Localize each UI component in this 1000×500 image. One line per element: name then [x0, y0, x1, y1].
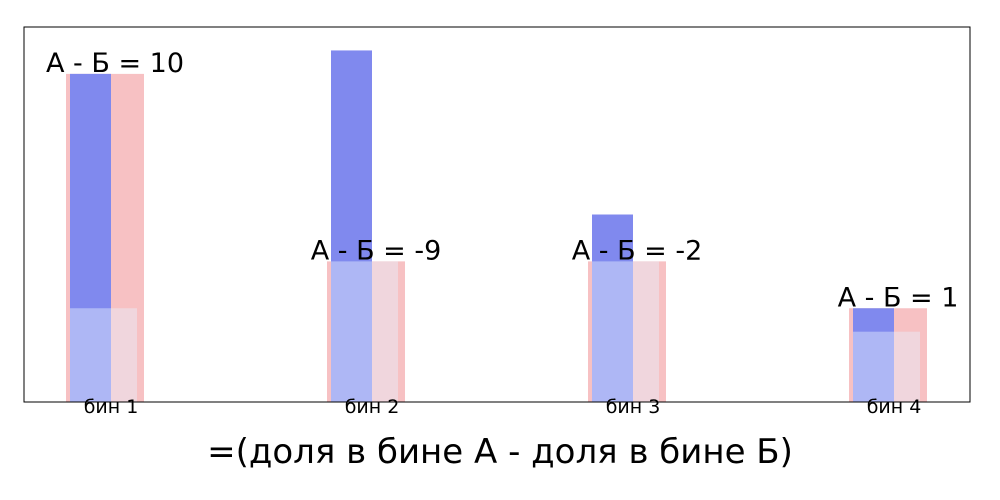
bar-series-a: [592, 214, 633, 402]
difference-annotation: А - Б = 10: [46, 48, 184, 79]
series-b-bars-layer: [70, 261, 920, 402]
x-tick-label: бин 4: [867, 396, 922, 418]
bar-series-a: [853, 308, 894, 402]
x-tick-label: бин 2: [345, 396, 400, 418]
x-tick-label: бин 3: [606, 396, 661, 418]
bar-series-b: [331, 261, 398, 402]
annotations-layer: А - Б = 10 А - Б = -9 А - Б = -2 А - Б = 1: [46, 48, 958, 313]
difference-annotation: А - Б = -9: [311, 235, 442, 266]
background-bars-layer: [66, 73, 927, 402]
bar-series-a: [70, 73, 111, 402]
x-tick-labels-layer: бин 1 бин 2 бин 3 бин 4: [84, 396, 922, 418]
difference-annotation: А - Б = 1: [838, 282, 959, 313]
bar-series-b: [853, 331, 920, 402]
bar-series-b: [592, 261, 659, 402]
bar-series-a: [331, 50, 372, 402]
bar-series-b: [70, 308, 137, 402]
x-tick-label: бин 1: [84, 396, 139, 418]
x-axis-label: =(доля в бине А - доля в бине Б): [207, 432, 793, 472]
series-a-bars-layer: [70, 50, 894, 402]
plot-frame: [23, 26, 971, 403]
difference-annotation: А - Б = -2: [572, 235, 703, 266]
